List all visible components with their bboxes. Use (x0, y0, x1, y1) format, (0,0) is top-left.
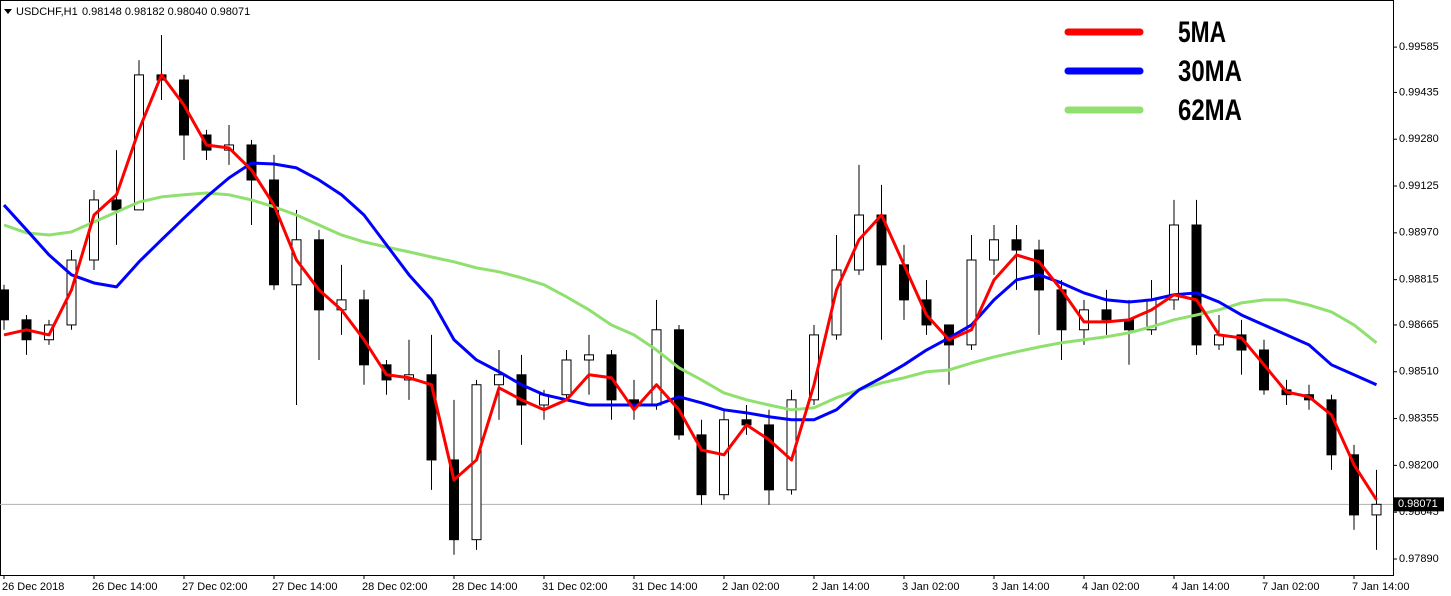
x-tick-label: 7 Jan 14:00 (1352, 581, 1410, 593)
candle-body (1326, 399, 1337, 456)
x-tick-label: 26 Dec 14:00 (92, 581, 157, 593)
dropdown-icon (4, 9, 12, 14)
chart-subtitle: 0.98148 0.98182 0.98040 0.98071 (82, 6, 250, 18)
x-tick-label: 31 Dec 14:00 (632, 581, 697, 593)
candle-body (674, 329, 684, 436)
candle-body (1011, 239, 1022, 251)
candle-body (719, 419, 729, 496)
current-price-label: 0.98071 (1398, 498, 1438, 510)
candle-body (449, 459, 459, 541)
candle-body (966, 259, 977, 346)
x-tick-label: 2 Jan 02:00 (722, 581, 780, 593)
candle-body (111, 199, 122, 211)
candle-body (1034, 249, 1044, 291)
y-tick-label: 0.98355 (1399, 412, 1439, 424)
candle-body (1349, 454, 1359, 516)
candle-body (1191, 224, 1202, 346)
y-tick-label: 0.99125 (1399, 180, 1439, 192)
candle-body (269, 179, 279, 286)
candle-body (561, 359, 572, 396)
candle-body (314, 239, 324, 311)
legend-label: 62MA (1178, 94, 1242, 127)
x-tick-label: 27 Dec 02:00 (182, 581, 247, 593)
candle-body (764, 424, 774, 491)
x-tick-label: 26 Dec 2018 (2, 581, 64, 593)
x-tick-label: 27 Dec 14:00 (272, 581, 337, 593)
y-tick-label: 0.98510 (1399, 366, 1439, 378)
legend-label: 5MA (1178, 16, 1226, 49)
ma-line (3, 73, 1378, 501)
y-tick-label: 0.98665 (1399, 319, 1439, 331)
x-tick-label: 7 Jan 02:00 (1262, 581, 1320, 593)
candle-body (1371, 503, 1382, 516)
x-tick-label: 3 Jan 02:00 (902, 581, 960, 593)
candle-body (516, 374, 527, 406)
y-tick-label: 0.98970 (1399, 227, 1439, 239)
candle-body (359, 299, 369, 366)
x-tick-label: 4 Jan 14:00 (1172, 581, 1230, 593)
ma-line (2, 161, 1378, 422)
candle-body (989, 239, 999, 261)
ma-line (3, 191, 1378, 412)
candle-body (696, 434, 707, 496)
candles (0, 35, 1382, 555)
x-tick-label: 28 Dec 02:00 (362, 581, 427, 593)
plot-frame (0, 0, 1394, 576)
x-tick-label: 3 Jan 14:00 (992, 581, 1050, 593)
legend-label: 30MA (1178, 55, 1242, 88)
y-tick-label: 0.99280 (1399, 133, 1439, 145)
candle-body (1169, 224, 1179, 301)
candle-body (584, 354, 594, 361)
y-tick-label: 0.98200 (1399, 459, 1439, 471)
candle-body (0, 289, 9, 321)
candle-body (1101, 309, 1112, 321)
y-tick-label: 0.99585 (1399, 41, 1439, 53)
x-tick-label: 28 Dec 14:00 (452, 581, 517, 593)
x-tick-label: 31 Dec 02:00 (542, 581, 607, 593)
candle-body (651, 329, 662, 406)
current-price-tag (1394, 497, 1444, 512)
x-tick-label: 4 Jan 02:00 (1082, 581, 1140, 593)
y-tick-label: 0.99435 (1399, 86, 1439, 98)
y-tick-label: 0.97890 (1399, 553, 1439, 565)
chart-title: USDCHF,H1 (16, 6, 78, 18)
candle-body (494, 374, 504, 386)
y-tick-label: 0.98815 (1399, 274, 1439, 286)
candle-body (426, 374, 437, 461)
x-tick-label: 2 Jan 14:00 (812, 581, 870, 593)
